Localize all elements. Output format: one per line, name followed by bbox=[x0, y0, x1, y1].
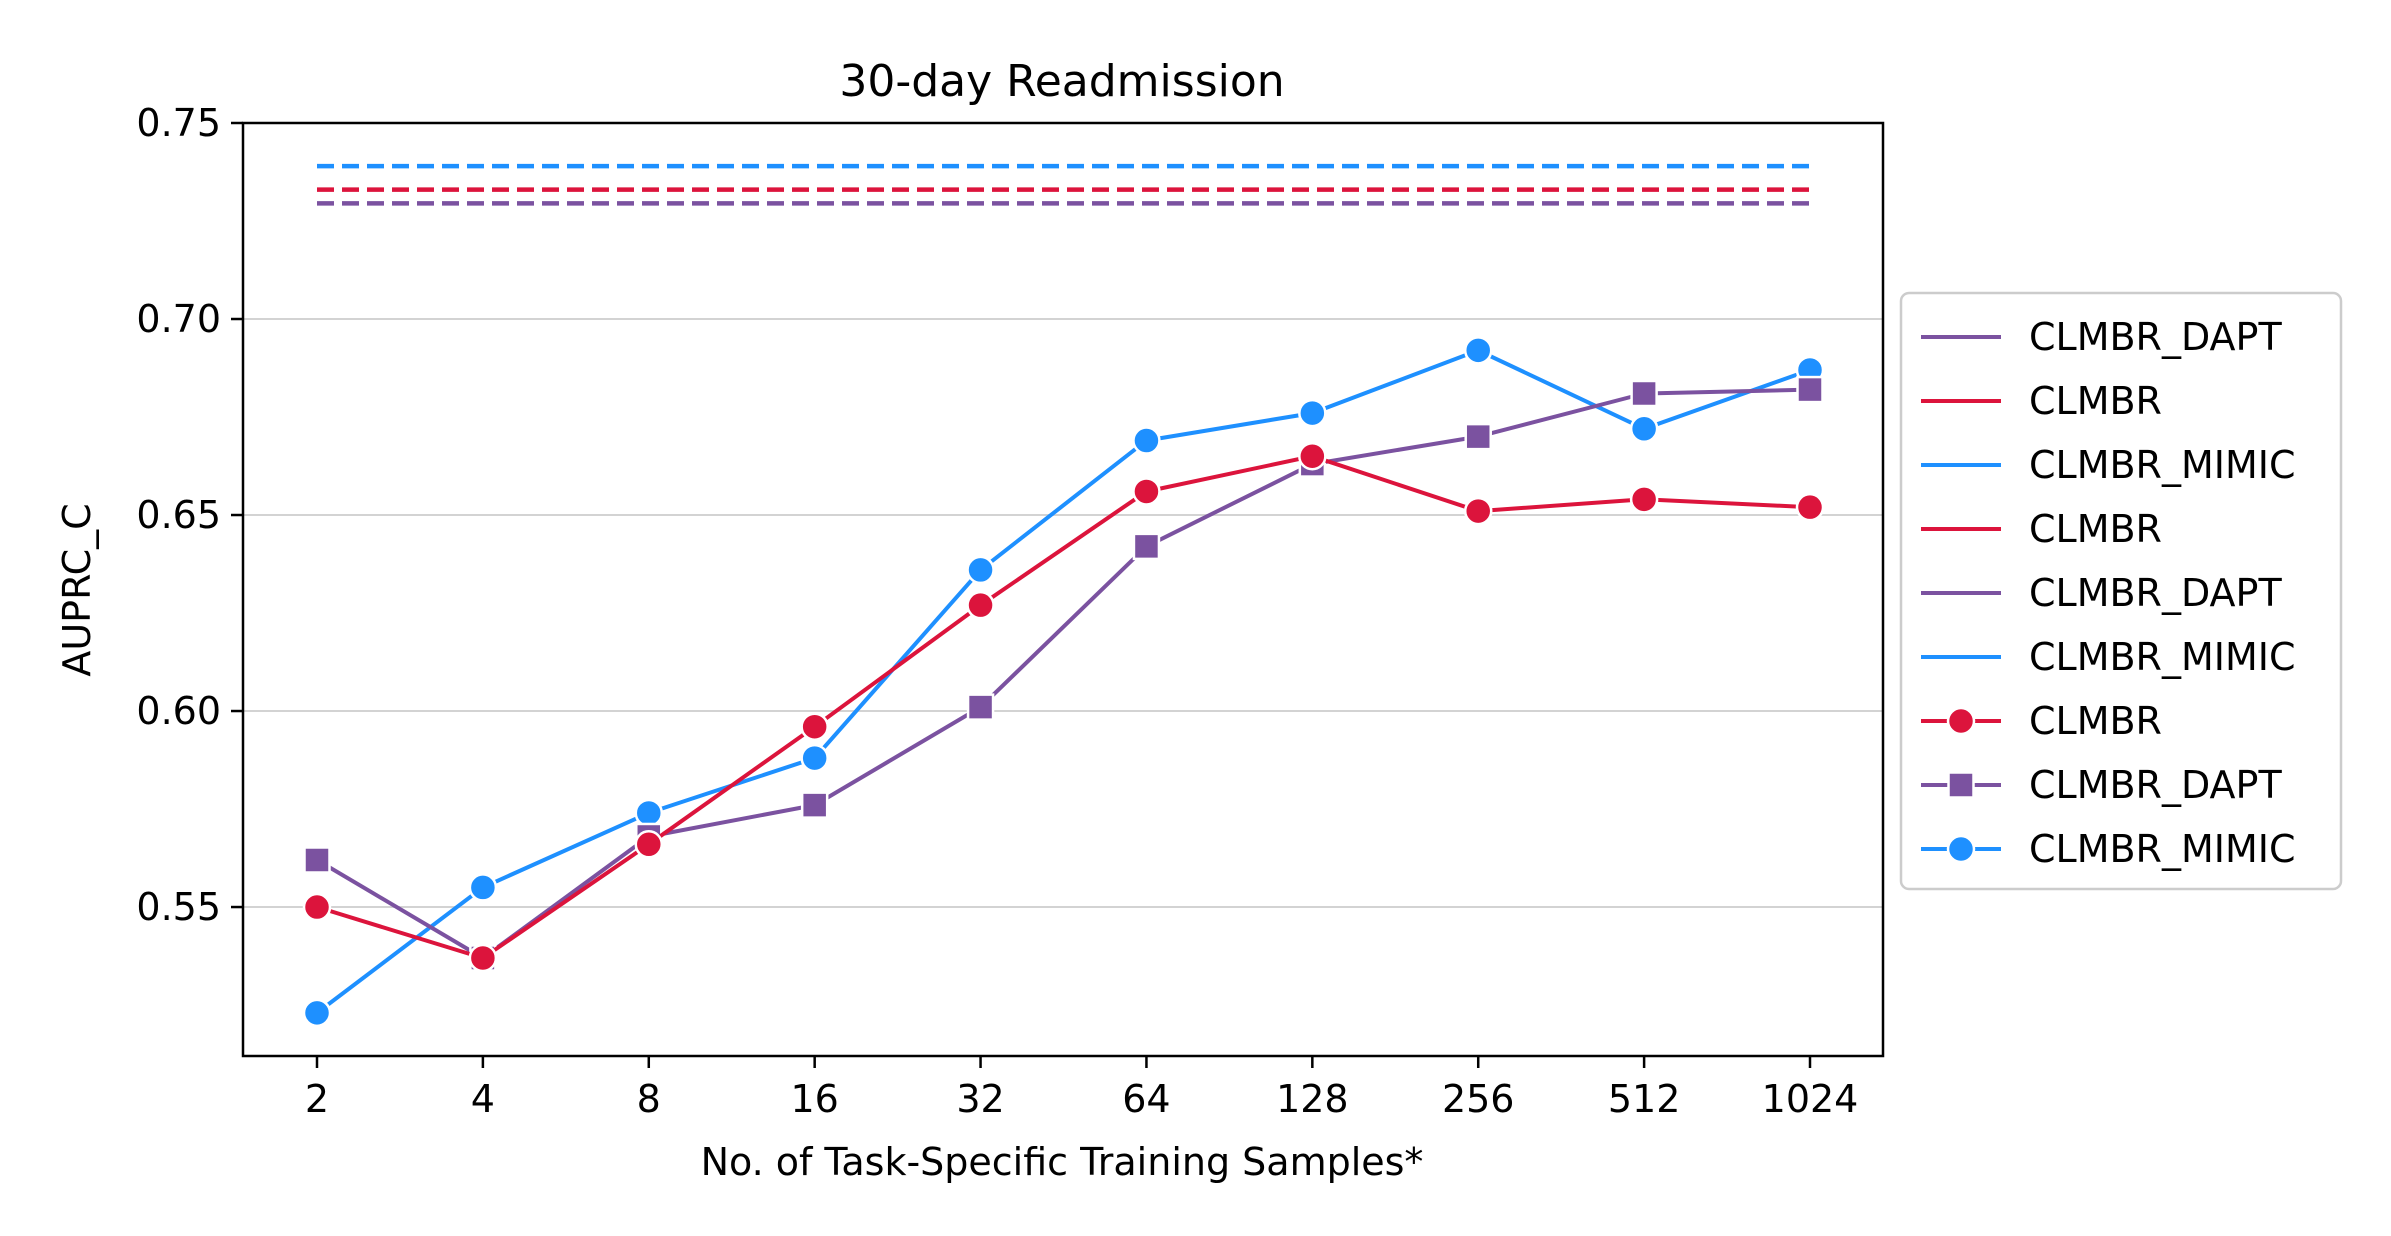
y-tick-label: 0.55 bbox=[136, 885, 221, 929]
legend-label: CLMBR bbox=[2029, 507, 2162, 551]
y-tick-label: 0.60 bbox=[136, 689, 221, 733]
legend-item: CLMBR_MIMIC bbox=[1921, 827, 2295, 871]
data-point bbox=[800, 791, 829, 819]
series-layer bbox=[302, 163, 1825, 1028]
data-point bbox=[634, 798, 664, 828]
data-point bbox=[800, 712, 829, 741]
legend-item: CLMBR_DAPT bbox=[1921, 763, 2282, 807]
series-line bbox=[315, 348, 1811, 1015]
legend-item: CLMBR_DAPT bbox=[1921, 315, 2282, 359]
data-point bbox=[966, 693, 995, 721]
data-point bbox=[1795, 492, 1825, 522]
legend-label: CLMBR bbox=[2029, 699, 2162, 743]
x-tick-label: 16 bbox=[790, 1077, 838, 1121]
data-point bbox=[302, 998, 332, 1028]
data-point bbox=[1629, 414, 1659, 444]
x-axis-label: No. of Task-Specific Training Samples* bbox=[701, 1140, 1424, 1184]
legend-item: CLMBR_MIMIC bbox=[1921, 443, 2295, 487]
data-point bbox=[966, 590, 995, 620]
legend-item: CLMBR_MIMIC bbox=[1921, 635, 2295, 679]
x-tick-label: 8 bbox=[637, 1077, 661, 1121]
data-point bbox=[1796, 375, 1824, 404]
legend-marker bbox=[1947, 771, 1975, 799]
data-point bbox=[1463, 336, 1493, 365]
y-tick-label: 0.75 bbox=[136, 101, 221, 145]
data-point bbox=[468, 873, 498, 902]
legend-item: CLMBR bbox=[1921, 699, 2162, 743]
x-tick-label: 4 bbox=[471, 1077, 495, 1121]
legend-marker bbox=[1946, 834, 1976, 864]
data-point bbox=[634, 830, 664, 859]
data-point bbox=[1132, 477, 1161, 506]
legend-item: CLMBR bbox=[1921, 379, 2162, 423]
legend-label: CLMBR_MIMIC bbox=[2029, 827, 2295, 871]
data-point bbox=[1132, 532, 1161, 561]
x-tick-label: 128 bbox=[1276, 1077, 1349, 1121]
data-point bbox=[800, 743, 829, 773]
series-line bbox=[315, 387, 1811, 960]
y-axis-label: AUPRC_C bbox=[55, 503, 99, 676]
legend-item: CLMBR_DAPT bbox=[1921, 571, 2282, 615]
legend-label: CLMBR_MIMIC bbox=[2029, 443, 2295, 487]
data-point bbox=[966, 555, 995, 585]
data-point bbox=[1132, 426, 1161, 455]
legend-label: CLMBR_DAPT bbox=[2029, 315, 2282, 359]
grid-lines bbox=[243, 318, 1883, 909]
y-tick-label: 0.65 bbox=[136, 493, 221, 537]
x-tick-label: 1024 bbox=[1762, 1077, 1859, 1121]
data-point bbox=[468, 943, 498, 973]
legend-marker bbox=[1946, 706, 1976, 736]
x-axis: 2 4 8 16 32 64 128 256 512 1024 bbox=[305, 1056, 1858, 1121]
legend-label: CLMBR_DAPT bbox=[2029, 571, 2282, 615]
data-point bbox=[1464, 422, 1492, 451]
legend-label: CLMBR_DAPT bbox=[2029, 763, 2282, 807]
x-tick-label: 2 bbox=[305, 1077, 329, 1121]
data-point bbox=[1629, 485, 1659, 514]
series-clmbr bbox=[302, 441, 1825, 973]
data-point bbox=[303, 846, 331, 874]
x-tick-label: 512 bbox=[1608, 1077, 1681, 1121]
x-tick-label: 32 bbox=[956, 1077, 1004, 1121]
series-clmbr-mimic bbox=[302, 336, 1825, 1028]
legend-frame bbox=[1899, 291, 2343, 891]
data-point bbox=[302, 892, 332, 922]
data-point bbox=[1298, 398, 1327, 428]
x-tick-label: 64 bbox=[1122, 1077, 1170, 1121]
legend-item: CLMBR bbox=[1921, 507, 2162, 551]
x-tick-label: 256 bbox=[1442, 1077, 1515, 1121]
legend: CLMBR_DAPT CLMBR CLMBR_MIMIC CLMBR CLMBR_DAP… bbox=[1899, 291, 2343, 891]
legend-label: CLMBR bbox=[2029, 379, 2162, 423]
legend-label: CLMBR_MIMIC bbox=[2029, 635, 2295, 679]
data-point bbox=[1630, 379, 1658, 408]
series-line bbox=[316, 454, 1811, 960]
y-tick-label: 0.70 bbox=[136, 297, 221, 341]
chart-title: 30-day Readmission bbox=[839, 56, 1284, 107]
plot-area-frame bbox=[241, 121, 1885, 1058]
y-axis: 0.55 0.60 0.65 0.70 0.75 bbox=[136, 101, 243, 929]
series-clmbr-dapt bbox=[303, 375, 1824, 972]
data-point bbox=[1298, 441, 1327, 471]
data-point bbox=[1463, 496, 1493, 526]
